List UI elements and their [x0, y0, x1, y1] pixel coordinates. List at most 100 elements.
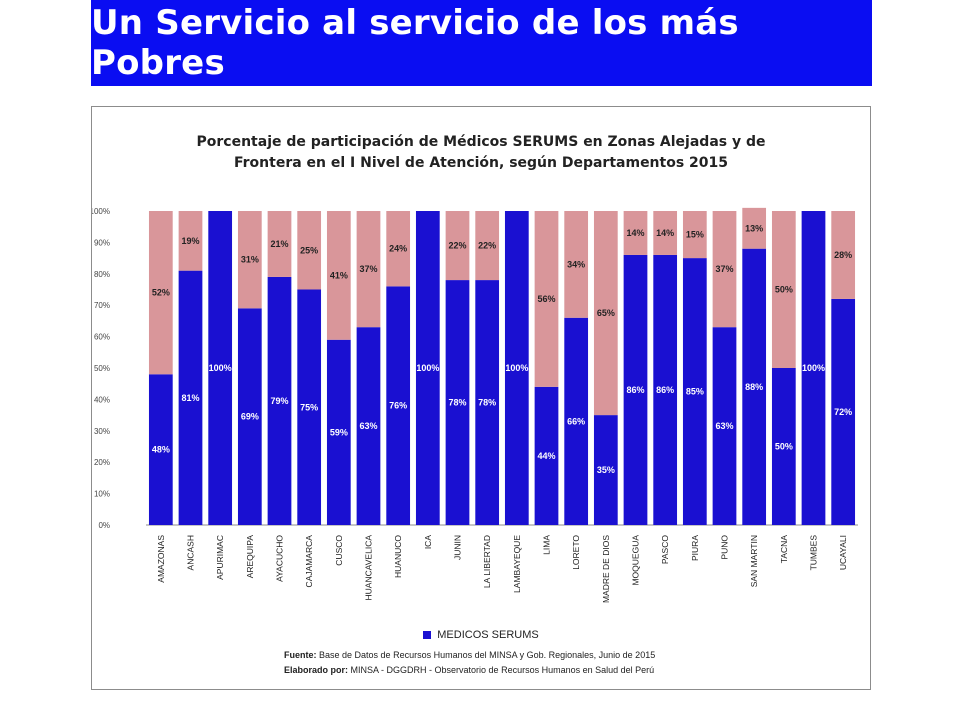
bar-otros	[178, 211, 203, 271]
data-label-otros: 37%	[715, 264, 733, 274]
bar-otros	[267, 211, 292, 277]
legend-label-medicos: MEDICOS SERUMS	[437, 629, 539, 641]
x-tick-label: AREQUIPA	[245, 535, 255, 579]
bar-medicos	[475, 280, 500, 525]
data-label-medicos: 63%	[359, 421, 377, 431]
footnote-source: Fuente: Base de Datos de Recursos Humano…	[284, 648, 655, 663]
bar-otros	[326, 211, 351, 340]
x-tick-label: LORETO	[571, 535, 581, 570]
x-tick-label: ANCASH	[186, 535, 196, 570]
bar-otros	[771, 211, 796, 368]
data-label-otros: 31%	[241, 255, 259, 265]
data-label-medicos: 86%	[656, 385, 674, 395]
data-label-medicos: 100%	[802, 363, 825, 373]
x-tick-label: AMAZONAS	[156, 535, 166, 583]
data-label-medicos: 69%	[241, 412, 259, 422]
data-label-otros: 37%	[359, 264, 377, 274]
data-label-medicos: 79%	[270, 396, 288, 406]
x-tick-label: LAMBAYEQUE	[512, 535, 522, 593]
x-tick-label: TACNA	[779, 535, 789, 564]
x-tick-label: MOQUEGUA	[631, 535, 641, 586]
y-tick-label: 40%	[94, 395, 110, 404]
bar-otros	[297, 211, 322, 290]
bar-medicos	[742, 248, 767, 525]
bar-medicos	[415, 211, 440, 525]
data-label-medicos: 66%	[567, 416, 585, 426]
bar-otros	[593, 211, 618, 416]
y-tick-label: 70%	[94, 301, 110, 310]
x-tick-label: CAJAMARCA	[304, 535, 314, 588]
data-label-otros: 14%	[626, 228, 644, 238]
data-label-otros: 65%	[597, 308, 615, 318]
footnote-source-text: Base de Datos de Recursos Humanos del MI…	[319, 650, 656, 660]
data-label-otros: 22%	[448, 241, 466, 251]
y-tick-label: 80%	[94, 270, 110, 279]
y-tick-label: 90%	[94, 238, 110, 247]
x-tick-label: MADRE DE DIOS	[601, 535, 611, 603]
x-tick-label: TUMBES	[809, 535, 819, 571]
bar-otros	[445, 211, 470, 281]
data-label-otros: 19%	[181, 236, 199, 246]
x-tick-label: LA LIBERTAD	[482, 535, 492, 588]
bar-otros	[564, 211, 589, 318]
footnote-author: Elaborado por: MINSA - DGGDRH - Observat…	[284, 663, 655, 678]
bar-medicos	[623, 254, 648, 525]
data-label-otros: 22%	[478, 241, 496, 251]
data-label-medicos: 75%	[300, 402, 318, 412]
data-label-otros: 15%	[686, 230, 704, 240]
bar-medicos	[445, 280, 470, 525]
y-tick-label: 60%	[94, 333, 110, 342]
bar-otros	[534, 211, 559, 387]
bar-medicos	[208, 211, 233, 525]
y-tick-label: 0%	[98, 521, 110, 530]
bar-otros	[831, 211, 856, 299]
bar-medicos	[356, 327, 381, 525]
x-tick-label: ICA	[423, 535, 433, 550]
bar-medicos	[831, 298, 856, 525]
x-tick-label: PIURA	[690, 535, 700, 561]
data-label-otros: 28%	[834, 250, 852, 260]
bar-medicos	[682, 258, 707, 525]
data-label-medicos: 63%	[715, 421, 733, 431]
title-banner: Un Servicio al servicio de los más Pobre…	[91, 0, 872, 86]
data-label-medicos: 44%	[537, 451, 555, 461]
data-label-otros: 21%	[270, 239, 288, 249]
bar-medicos	[267, 276, 292, 525]
footnote-author-label: Elaborado por:	[284, 665, 349, 675]
bar-otros	[356, 211, 381, 328]
bar-medicos	[237, 308, 262, 525]
page-title: Un Servicio al servicio de los más Pobre…	[91, 3, 739, 83]
data-label-otros: 24%	[389, 244, 407, 254]
y-tick-label: 50%	[94, 364, 110, 373]
bar-otros	[623, 211, 648, 255]
y-tick-label: 30%	[94, 427, 110, 436]
bar-medicos	[712, 327, 737, 525]
bar-medicos	[653, 254, 678, 525]
chart-title: Porcentaje de participación de Médicos S…	[92, 132, 870, 174]
chart-title-line-2: Frontera en el I Nivel de Atención, segú…	[233, 155, 729, 171]
data-label-medicos: 81%	[181, 393, 199, 403]
data-label-medicos: 35%	[597, 465, 615, 475]
x-tick-label: APURIMAC	[215, 535, 225, 580]
legend-swatch-medicos	[423, 631, 432, 639]
bar-medicos	[326, 339, 351, 525]
x-tick-label: HUANCAVELICA	[364, 535, 374, 601]
data-label-otros: 25%	[300, 245, 318, 255]
data-label-medicos: 59%	[330, 427, 348, 437]
data-label-medicos: 100%	[416, 363, 439, 373]
x-tick-label: JUNIN	[453, 535, 463, 560]
bar-otros	[386, 211, 411, 287]
data-label-medicos: 88%	[745, 382, 763, 392]
bar-otros	[148, 211, 173, 375]
x-tick-label: PASCO	[660, 535, 670, 565]
bar-otros	[475, 211, 500, 281]
bar-otros	[712, 211, 737, 328]
bar-medicos	[178, 270, 203, 525]
data-label-otros: 50%	[775, 285, 793, 295]
chart-title-line-1: Porcentaje de participación de Médicos S…	[196, 134, 766, 150]
bar-medicos	[504, 211, 529, 525]
data-label-medicos: 50%	[775, 442, 793, 452]
chart-frame: Porcentaje de participación de Médicos S…	[91, 106, 871, 690]
bar-medicos	[801, 211, 826, 525]
data-label-medicos: 100%	[505, 363, 528, 373]
